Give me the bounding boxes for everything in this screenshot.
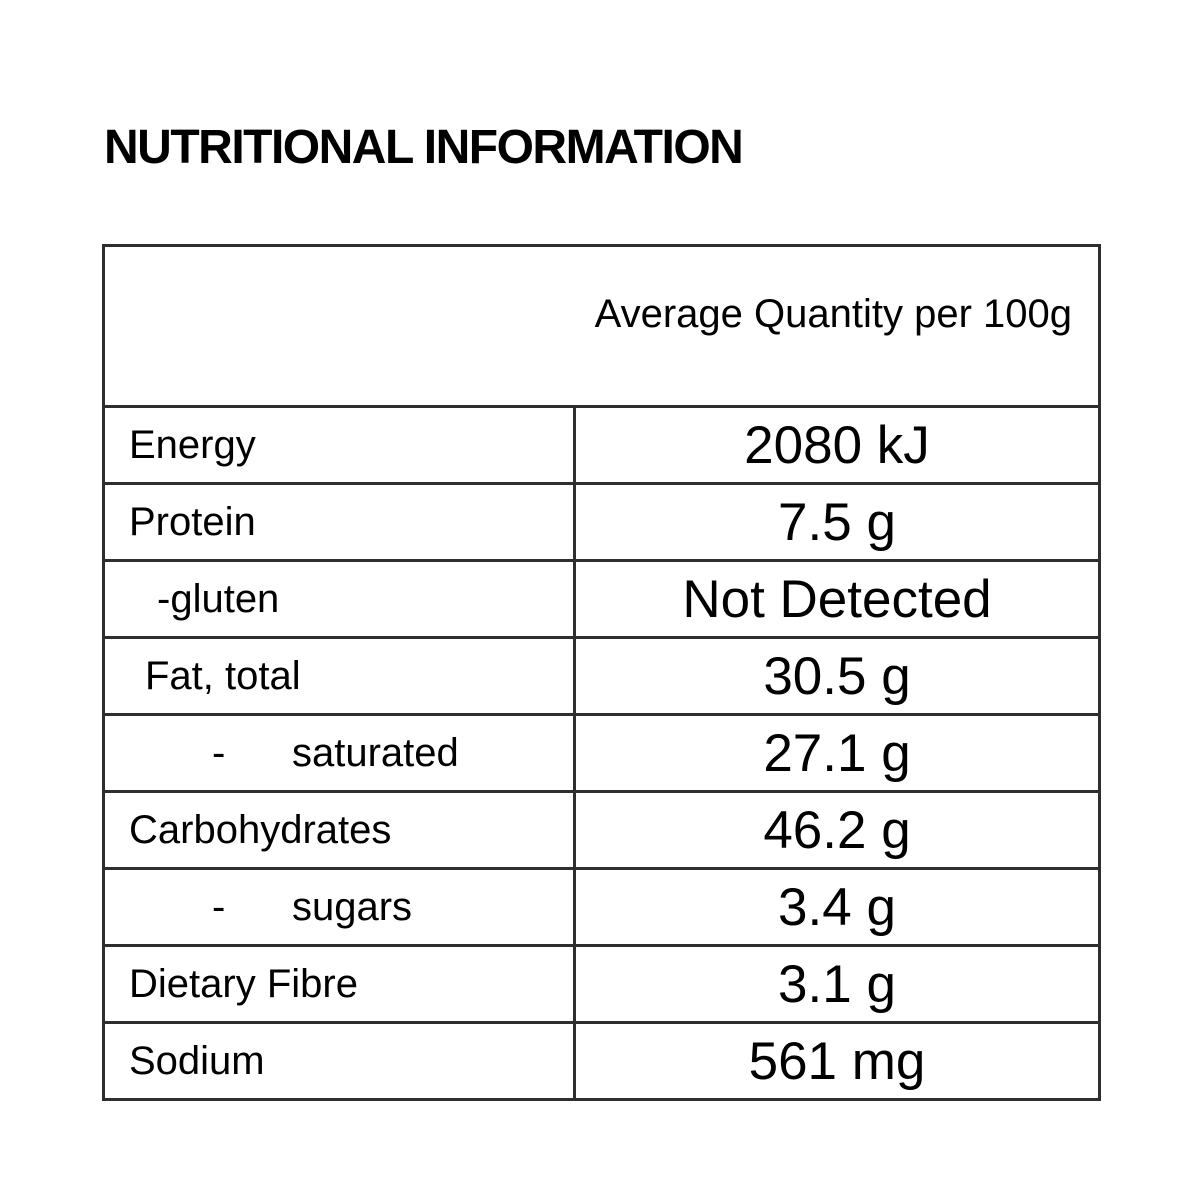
table-row-saturated: - saturated 27.1 g [102, 713, 1101, 793]
row-label-protein: Protein [102, 482, 576, 562]
table-row-gluten: -gluten Not Detected [102, 559, 1101, 639]
row-label-gluten: -gluten [102, 559, 576, 639]
row-value-dietary-fibre: 3.1 g [573, 944, 1101, 1024]
row-label-dietary-fibre: Dietary Fibre [102, 944, 576, 1024]
table-row-fat-total: Fat, total 30.5 g [102, 636, 1101, 716]
table-header-row: Average Quantity per 100g [102, 244, 1101, 408]
table-row-dietary-fibre: Dietary Fibre 3.1 g [102, 944, 1101, 1024]
table-row-sugars: - sugars 3.4 g [102, 867, 1101, 947]
table-row-protein: Protein 7.5 g [102, 482, 1101, 562]
row-label-fat-total: Fat, total [102, 636, 576, 716]
row-value-energy: 2080 kJ [573, 405, 1101, 485]
row-value-gluten: Not Detected [573, 559, 1101, 639]
table-row-sodium: Sodium 561 mg [102, 1021, 1101, 1101]
row-value-sugars: 3.4 g [573, 867, 1101, 947]
column-header-average-quantity: Average Quantity per 100g [102, 244, 1101, 408]
row-label-sugars: - sugars [102, 867, 576, 947]
row-value-fat-total: 30.5 g [573, 636, 1101, 716]
row-label-sodium: Sodium [102, 1021, 576, 1101]
row-value-sodium: 561 mg [573, 1021, 1101, 1101]
row-label-carbohydrates: Carbohydrates [102, 790, 576, 870]
row-label-saturated: - saturated [102, 713, 576, 793]
table-row-carbohydrates: Carbohydrates 46.2 g [102, 790, 1101, 870]
row-value-protein: 7.5 g [573, 482, 1101, 562]
row-label-energy: Energy [102, 405, 576, 485]
row-value-saturated: 27.1 g [573, 713, 1101, 793]
page-title: NUTRITIONAL INFORMATION [104, 121, 744, 174]
row-value-carbohydrates: 46.2 g [573, 790, 1101, 870]
table-row-energy: Energy 2080 kJ [102, 405, 1101, 485]
nutrition-table: Average Quantity per 100g Energy 2080 kJ… [102, 244, 1101, 1101]
